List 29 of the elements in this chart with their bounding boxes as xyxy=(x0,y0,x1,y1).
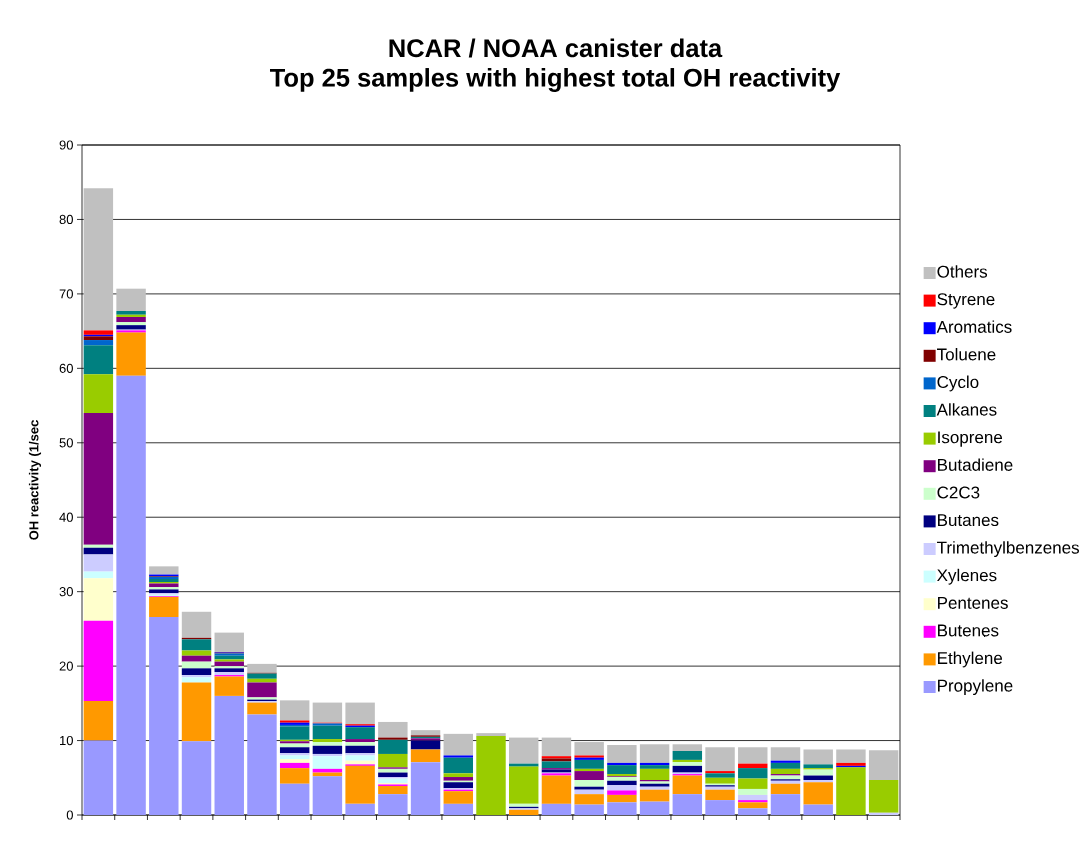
chart-subtitle: Top 25 samples with highest total OH reactivity xyxy=(270,68,841,92)
legend-label: Toluene xyxy=(937,347,996,361)
y-tick-label: 10 xyxy=(60,735,73,746)
legend-label: Isoprene xyxy=(938,431,1003,447)
y-tick-label: 20 xyxy=(59,661,73,671)
y-tick-label: 40 xyxy=(59,512,73,522)
chart-title: NCAR / NOAA canister data xyxy=(389,38,723,58)
legend-label: Xylenes xyxy=(937,568,997,585)
legend-label: Aromatics xyxy=(936,320,1012,333)
y-tick-label: 70 xyxy=(59,289,73,299)
legend-label: Styrene xyxy=(937,293,995,309)
legend-label: Propylene xyxy=(938,679,1013,696)
y-tick-label: 50 xyxy=(59,438,73,448)
legend-label: Pentenes xyxy=(938,597,1008,609)
legend-label: Others xyxy=(937,265,988,278)
legend-label: Cyclo xyxy=(937,375,979,392)
y-tick-label: 0 xyxy=(66,810,73,820)
y-tick-label: 90 xyxy=(59,140,73,150)
legend-label: Butadiene xyxy=(938,458,1013,471)
legend-label: Butanes xyxy=(938,514,999,527)
y-tick-label: 80 xyxy=(59,214,73,225)
legend-label: Trimethylbenzenes xyxy=(937,541,1079,558)
y-axis-title: OH reactivity (1/sec xyxy=(28,420,42,540)
y-tick-label: 60 xyxy=(59,363,73,373)
legend-label: Butenes xyxy=(938,624,999,637)
legend-label: C2C3 xyxy=(937,486,980,499)
legend-label: Alkanes xyxy=(936,403,997,416)
legend-label: Ethylene xyxy=(938,651,1003,668)
y-tick-label: 30 xyxy=(59,587,73,597)
